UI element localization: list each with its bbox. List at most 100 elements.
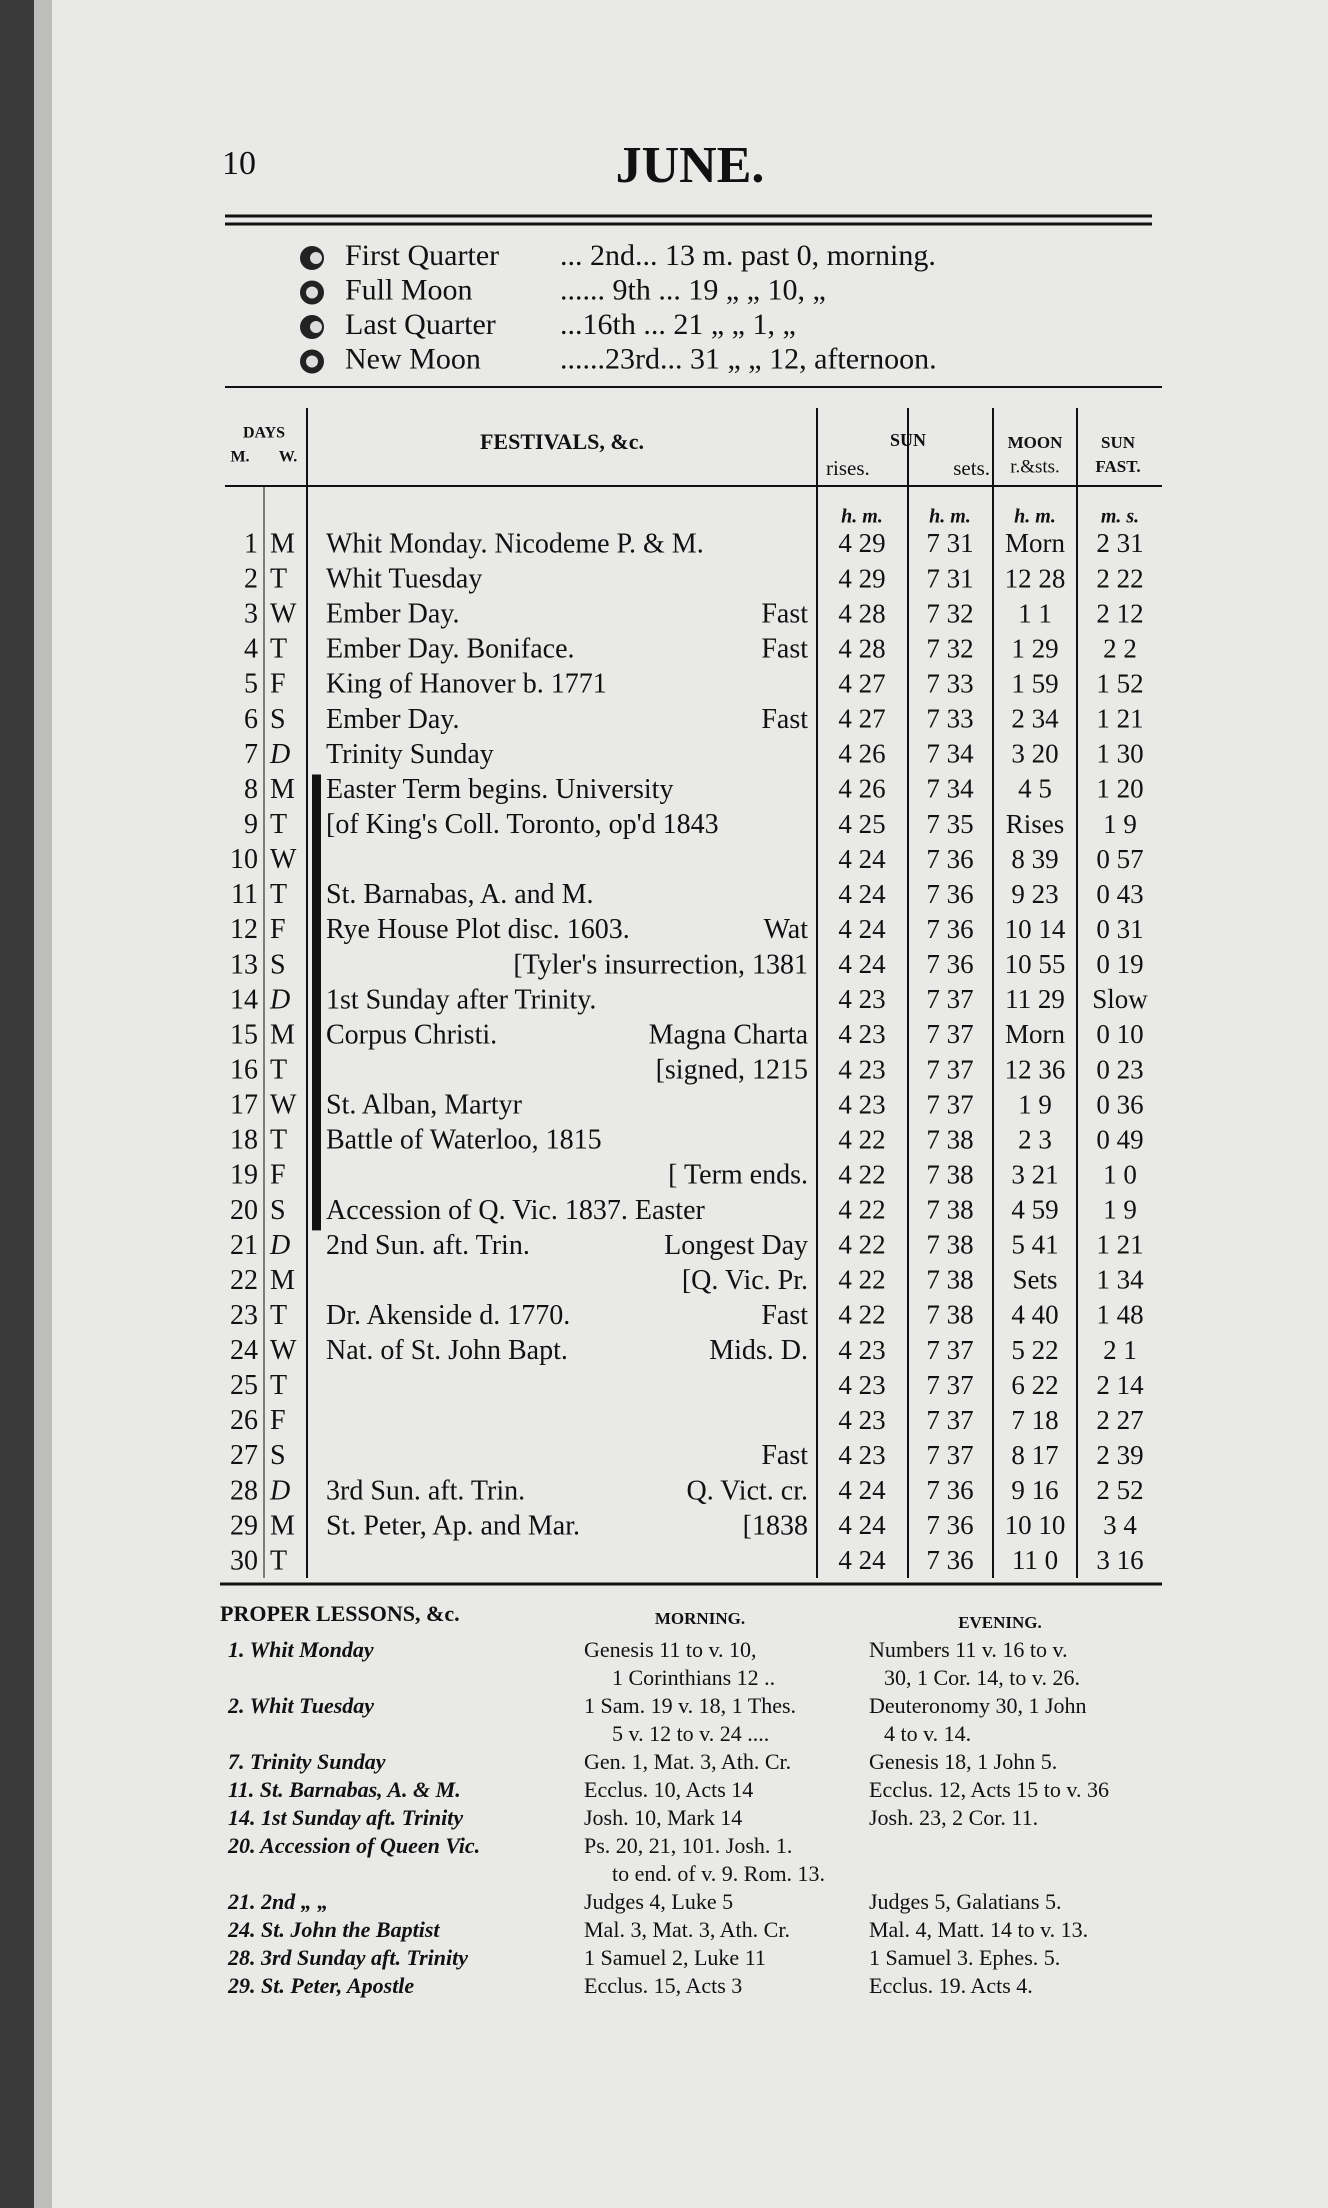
lesson-evening: Deuteronomy 30, 1 John: [869, 1693, 1087, 1718]
day-number: 11: [231, 879, 258, 910]
lesson-evening: 1 Samuel 3. Ephes. 5.: [869, 1945, 1060, 1970]
time-fast: 0 36: [1096, 1089, 1143, 1119]
month-title: JUNE.: [616, 137, 765, 194]
lesson-morning: Ecclus. 10, Acts 14: [584, 1777, 753, 1802]
lessons-morning: MORNING.: [655, 1609, 745, 1628]
time-moon: Sets: [1012, 1265, 1057, 1295]
festival: St. Barnabas, A. and M.: [326, 879, 594, 910]
festival: 2nd Sun. aft. Trin.: [326, 1230, 530, 1261]
day-number: 8: [244, 774, 258, 805]
weekday: M: [270, 1510, 295, 1541]
lesson-day: 11. St. Barnabas, A. & M.: [228, 1777, 461, 1802]
time-sets: 7 38: [926, 1300, 973, 1330]
lesson-morning: 1 Corinthians 12 ..: [612, 1665, 775, 1690]
time-rises: 4 23: [838, 1019, 885, 1049]
time-sets: 7 36: [926, 844, 973, 874]
lessons-title: PROPER LESSONS, &c.: [220, 1601, 460, 1626]
lesson-day: 2. Whit Tuesday: [227, 1693, 374, 1718]
festival-note: Mids. D.: [709, 1335, 808, 1366]
festival: [of King's Coll. Toronto, op'd 1843: [326, 809, 719, 840]
time-moon: 11 29: [1005, 984, 1065, 1014]
time-moon: 3 20: [1011, 739, 1058, 769]
time-fast: 3 4: [1103, 1510, 1137, 1540]
festival: Ember Day. Boniface.: [326, 634, 575, 665]
time-sets: 7 38: [926, 1159, 973, 1189]
weekday: W: [270, 1090, 297, 1121]
festival: Easter Term begins. University: [326, 774, 673, 805]
time-sets: 7 37: [926, 1019, 973, 1049]
time-moon: 8 17: [1011, 1440, 1058, 1470]
festival-note: Fast: [761, 704, 808, 735]
time-fast: 2 2: [1103, 633, 1137, 663]
phase-name: Full Moon: [345, 273, 473, 306]
festival: Whit Tuesday: [326, 563, 482, 594]
time-moon: 10 55: [1005, 949, 1066, 979]
weekday: T: [270, 1545, 287, 1576]
time-fast: 0 49: [1096, 1124, 1143, 1154]
lesson-evening: Judges 5, Galatians 5.: [869, 1889, 1061, 1914]
day-number: 28: [230, 1475, 258, 1506]
festival-note: Q. Vict. cr.: [687, 1475, 808, 1506]
weekday: M: [270, 1019, 295, 1050]
lesson-day: 7. Trinity Sunday: [228, 1749, 386, 1774]
column-header: M.: [230, 449, 249, 466]
lesson-morning: Josh. 10, Mark 14: [584, 1805, 742, 1830]
festival: St. Peter, Ap. and Mar.: [326, 1510, 580, 1541]
lesson-evening: Mal. 4, Matt. 14 to v. 13.: [869, 1917, 1088, 1942]
day-number: 23: [230, 1300, 258, 1331]
time-rises: 4 25: [838, 809, 885, 839]
time-moon: 4 5: [1018, 774, 1052, 804]
time-rises: 4 22: [838, 1124, 885, 1154]
time-fast: 0 43: [1096, 879, 1143, 909]
time-rises: 4 26: [838, 774, 885, 804]
time-rises: 4 22: [838, 1230, 885, 1260]
time-sets: 7 36: [926, 1510, 973, 1540]
column-header: SUN: [1101, 433, 1136, 452]
time-fast: 0 23: [1096, 1054, 1143, 1084]
time-moon: Rises: [1006, 809, 1065, 839]
weekday: F: [270, 669, 286, 700]
weekday: W: [270, 599, 297, 630]
time-rises: 4 22: [838, 1300, 885, 1330]
time-sets: 7 37: [926, 1405, 973, 1435]
festival: St. Alban, Martyr: [326, 1090, 523, 1121]
weekday: S: [270, 949, 286, 980]
time-sets: 7 37: [926, 1370, 973, 1400]
time-sets: 7 31: [926, 528, 973, 558]
time-moon: 7 18: [1011, 1405, 1058, 1435]
time-fast: 1 48: [1096, 1300, 1143, 1330]
time-moon: 1 1: [1018, 598, 1052, 628]
time-sets: 7 37: [926, 1440, 973, 1470]
time-fast: 1 34: [1096, 1265, 1144, 1295]
festival-note: [signed, 1215: [656, 1054, 808, 1085]
day-number: 27: [230, 1440, 258, 1471]
day-number: 26: [230, 1405, 258, 1436]
day-number: 21: [230, 1230, 258, 1261]
time-moon: 2 34: [1011, 704, 1059, 734]
festival: Ember Day.: [326, 704, 459, 735]
time-sets: 7 34: [926, 774, 974, 804]
moon-icon-inner: [310, 321, 322, 333]
day-number: 13: [230, 949, 258, 980]
time-sets: 7 36: [926, 914, 973, 944]
time-fast: 1 0: [1103, 1159, 1137, 1189]
time-fast: 2 39: [1096, 1440, 1143, 1470]
festival-note: [ Term ends.: [668, 1160, 808, 1191]
time-rises: 4 22: [838, 1159, 885, 1189]
lesson-day: 20. Accession of Queen Vic.: [227, 1833, 480, 1858]
time-sets: 7 38: [926, 1230, 973, 1260]
day-number: 30: [230, 1545, 258, 1576]
festival-note: [Q. Vic. Pr.: [682, 1265, 808, 1296]
lesson-day: 21. 2nd „ „: [227, 1889, 328, 1914]
festival: Rye House Plot disc. 1603.: [326, 914, 630, 945]
time-moon: 12 28: [1005, 563, 1066, 593]
festival-note: [1838: [743, 1510, 808, 1541]
time-sets: 7 33: [926, 668, 973, 698]
weekday: T: [270, 563, 287, 594]
lesson-morning: 1 Samuel 2, Luke 11: [584, 1945, 766, 1970]
moon-icon-inner: [306, 286, 318, 299]
time-rises: 4 29: [838, 563, 885, 593]
lesson-evening: Genesis 18, 1 John 5.: [869, 1749, 1057, 1774]
weekday: W: [270, 844, 297, 875]
time-fast: 2 12: [1096, 598, 1143, 628]
